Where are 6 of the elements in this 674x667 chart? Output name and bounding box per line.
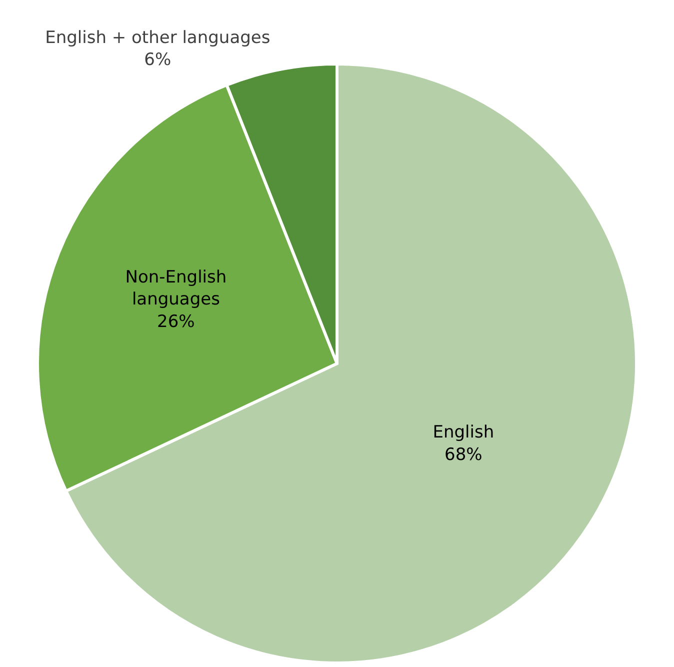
data-label: 26% xyxy=(157,312,195,332)
slice-label: English xyxy=(432,422,494,443)
slice-label: English + other languages xyxy=(45,28,270,48)
data-label: 68% xyxy=(444,444,482,465)
data-label: 6% xyxy=(144,50,172,70)
slice-label: Non-English languages xyxy=(125,268,227,310)
